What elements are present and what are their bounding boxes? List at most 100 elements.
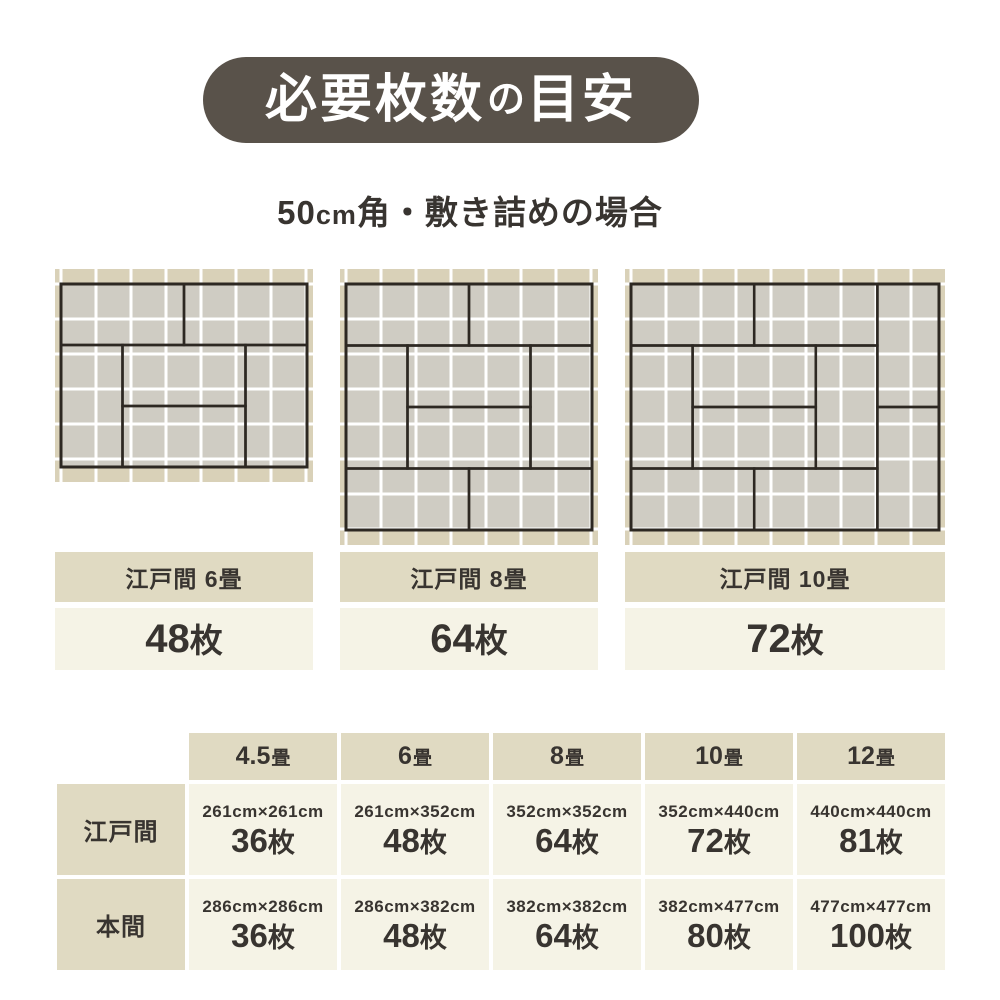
tile-count-unit: 枚 <box>474 622 508 660</box>
tatami-layout-diagram-8jo <box>340 269 598 546</box>
col-header-number: 6 <box>398 742 412 771</box>
cell-count-unit: 枚 <box>723 923 751 954</box>
cell-count-number: 48 <box>383 822 420 860</box>
room-size-label: 江戸間 10畳 <box>625 552 945 603</box>
cell-count: 72枚 <box>687 824 751 857</box>
table-cell: 261cm×352cm 48枚 <box>341 784 489 876</box>
tatami-grid-8jo <box>340 269 598 546</box>
table-cell: 352cm×440cm 72枚 <box>645 784 793 876</box>
tile-count-number: 72 <box>746 617 791 662</box>
col-header-12jo: 12 畳 <box>797 733 945 781</box>
cell-count-unit: 枚 <box>267 828 295 859</box>
table-cell: 352cm×352cm 64枚 <box>493 784 641 876</box>
cell-count-unit: 枚 <box>723 828 751 859</box>
tile-count-unit: 枚 <box>189 622 223 660</box>
title-banner: 必要枚数の目安 <box>203 57 699 143</box>
subtitle-number: 50 <box>277 194 316 231</box>
cell-count: 36枚 <box>231 824 295 857</box>
cell-count-unit: 枚 <box>875 828 903 859</box>
tile-count-number: 48 <box>145 617 190 662</box>
col-header-number: 12 <box>847 742 875 771</box>
panel-edoma-6jo: 江戸間 6畳 48 枚 <box>55 269 313 671</box>
room-size-label: 江戸間 8畳 <box>340 552 598 603</box>
page-title-prefix: 必要枚数 <box>264 71 485 129</box>
table-cell: 477cm×477cm 100枚 <box>797 879 945 971</box>
cell-count: 48枚 <box>383 919 447 952</box>
tile-count: 64 枚 <box>340 608 598 671</box>
row-header-edoma: 江戸間 <box>57 784 185 876</box>
cell-dimensions: 352cm×352cm <box>506 802 628 822</box>
col-header-unit: 畳 <box>875 748 895 770</box>
cell-count-unit: 枚 <box>885 923 913 954</box>
tile-count-number: 64 <box>430 617 475 662</box>
tatami-grid-6jo <box>55 269 313 483</box>
cell-count-number: 81 <box>839 822 876 860</box>
cell-count-number: 64 <box>535 917 572 955</box>
cell-dimensions: 286cm×286cm <box>202 897 324 917</box>
cell-count-unit: 枚 <box>419 828 447 859</box>
col-header-4-5jo: 4.5 畳 <box>189 733 337 781</box>
cell-count-number: 64 <box>535 822 572 860</box>
table-cell: 382cm×477cm 80枚 <box>645 879 793 971</box>
page-title-particle: の <box>486 79 525 121</box>
cell-count-unit: 枚 <box>267 923 295 954</box>
cell-dimensions: 261cm×261cm <box>202 802 324 822</box>
room-size-label: 江戸間 6畳 <box>55 552 313 603</box>
tile-count: 72 枚 <box>625 608 945 671</box>
cell-count-number: 48 <box>383 917 420 955</box>
tile-count: 48 枚 <box>55 608 313 671</box>
cell-count-number: 100 <box>829 917 886 955</box>
cell-count: 100枚 <box>830 919 912 952</box>
tatami-layout-diagram-6jo <box>55 269 313 545</box>
panel-edoma-10jo: 江戸間 10畳 72 枚 <box>625 269 945 671</box>
panel-edoma-8jo: 江戸間 8畳 64 枚 <box>340 269 598 671</box>
cell-dimensions: 382cm×477cm <box>658 897 780 917</box>
table-cell: 382cm×382cm 64枚 <box>493 879 641 971</box>
cell-count: 81枚 <box>839 824 903 857</box>
col-header-number: 8 <box>550 742 564 771</box>
cell-count-number: 80 <box>687 917 724 955</box>
table-cell: 440cm×440cm 81枚 <box>797 784 945 876</box>
row-header-honma: 本間 <box>57 879 185 971</box>
cell-dimensions: 261cm×352cm <box>354 802 476 822</box>
cell-count: 48枚 <box>383 824 447 857</box>
page-title-suffix: 目安 <box>527 71 638 129</box>
cell-count-unit: 枚 <box>571 828 599 859</box>
cell-count-number: 36 <box>231 822 268 860</box>
col-header-unit: 畳 <box>412 748 432 770</box>
col-header-unit: 畳 <box>271 748 291 770</box>
table-corner-blank <box>57 733 185 780</box>
cell-dimensions: 352cm×440cm <box>658 802 780 822</box>
tatami-grid-10jo <box>625 269 945 546</box>
col-header-number: 10 <box>695 742 723 771</box>
cell-dimensions: 382cm×382cm <box>506 897 628 917</box>
cell-count-unit: 枚 <box>571 923 599 954</box>
cell-count: 64枚 <box>535 824 599 857</box>
tatami-layout-diagram-10jo <box>625 269 945 546</box>
col-header-10jo: 10 畳 <box>645 733 793 781</box>
cell-count-number: 72 <box>687 822 724 860</box>
cell-dimensions: 286cm×382cm <box>354 897 476 917</box>
col-header-number: 4.5 <box>235 742 271 771</box>
subtitle: 50cm角・敷き詰めの場合 <box>0 194 940 231</box>
cell-count: 64枚 <box>535 919 599 952</box>
col-header-unit: 畳 <box>564 748 584 770</box>
cell-count-unit: 枚 <box>419 923 447 954</box>
layout-panels: 江戸間 6畳 48 枚 江戸間 8畳 64 枚 江戸間 10畳 72 枚 <box>55 269 945 671</box>
table-cell: 286cm×286cm 36枚 <box>189 879 337 971</box>
cell-dimensions: 440cm×440cm <box>810 802 932 822</box>
subtitle-rest: 角・敷き詰めの場合 <box>356 194 663 231</box>
table-cell: 261cm×261cm 36枚 <box>189 784 337 876</box>
table-cell: 286cm×382cm 48枚 <box>341 879 489 971</box>
cell-count: 36枚 <box>231 919 295 952</box>
cell-count: 80枚 <box>687 919 751 952</box>
cell-count-number: 36 <box>231 917 268 955</box>
cell-dimensions: 477cm×477cm <box>810 897 932 917</box>
tile-count-unit: 枚 <box>790 622 824 660</box>
subtitle-unit: cm <box>315 200 357 230</box>
col-header-unit: 畳 <box>723 748 743 770</box>
